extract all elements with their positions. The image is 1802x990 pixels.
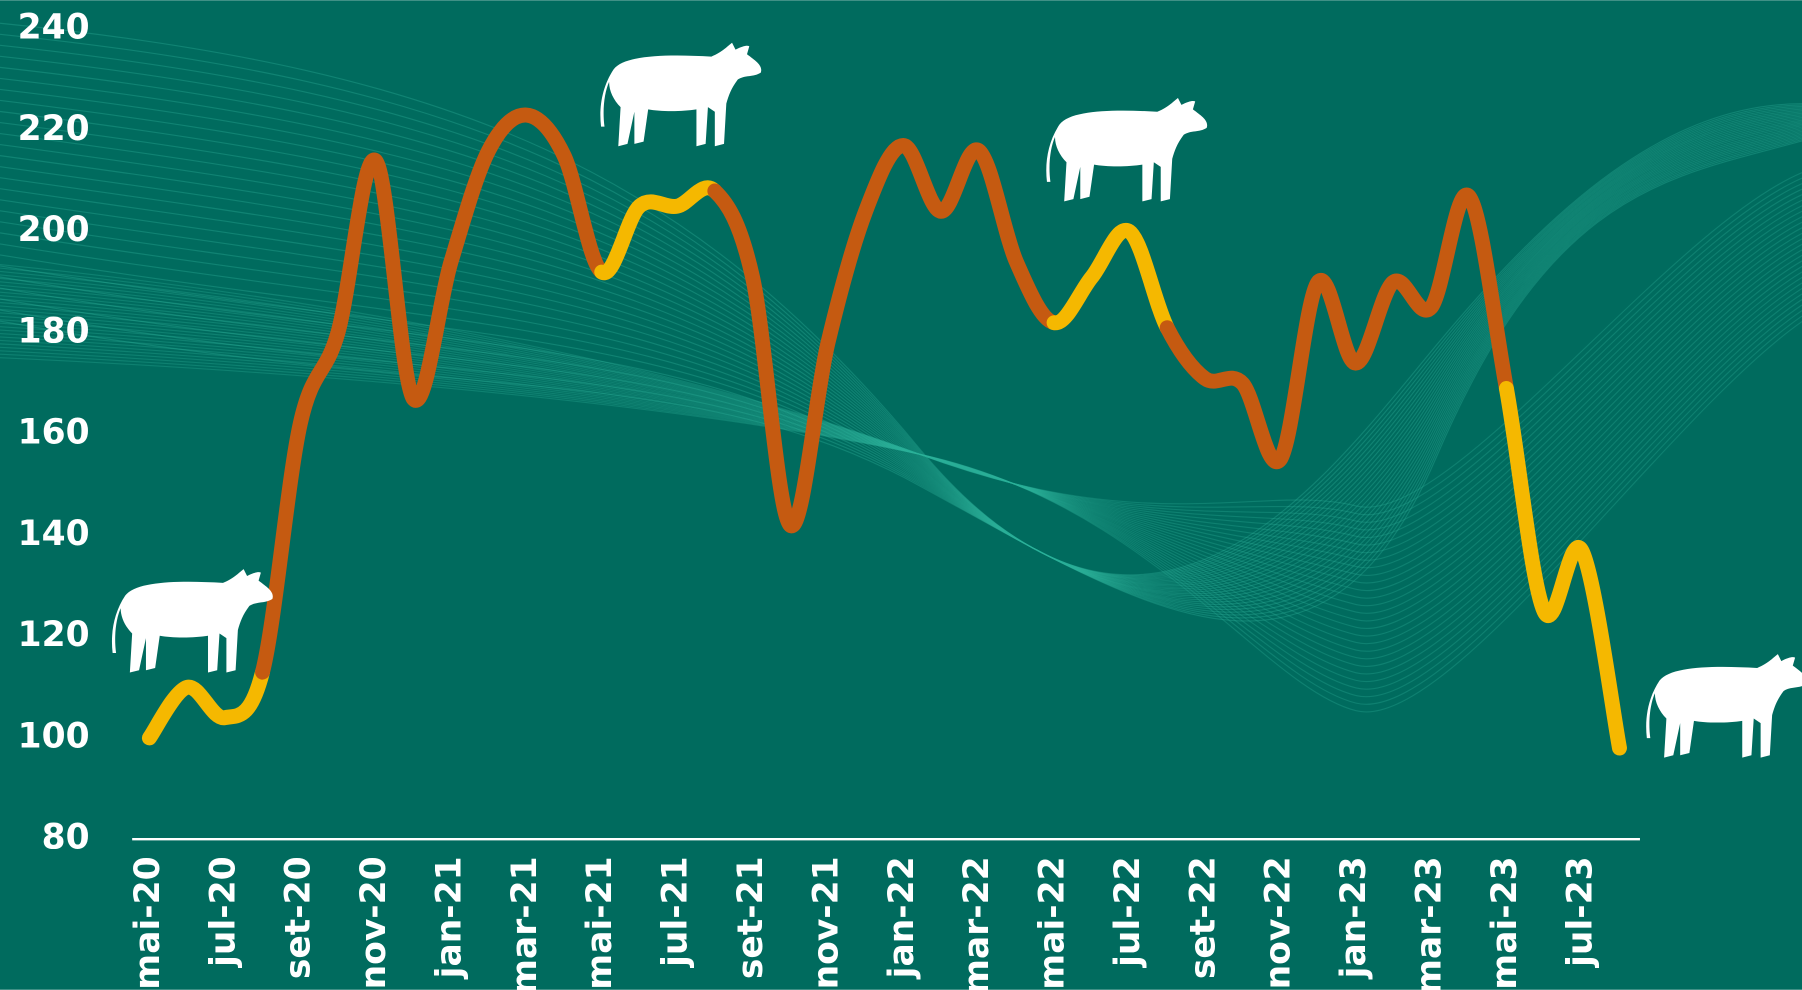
y-tick-label: 200	[18, 210, 90, 250]
x-tick-label: nov-21	[806, 856, 846, 989]
x-tick-label: mai-21	[580, 856, 620, 989]
y-tick-label: 240	[18, 7, 90, 47]
y-tick-label: 100	[18, 716, 90, 756]
x-tick-label: mai-23	[1485, 856, 1525, 989]
x-tick-label: mar-22	[957, 856, 997, 990]
y-tick-label: 180	[18, 311, 90, 351]
x-tick-label: mar-21	[505, 856, 545, 990]
y-tick-label: 160	[18, 413, 90, 453]
x-tick-label: jul-23	[1560, 856, 1600, 968]
y-tick-label: 80	[42, 818, 90, 858]
y-tick-label: 120	[18, 615, 90, 655]
x-tick-label: mai-20	[128, 856, 168, 989]
x-tick-label: nov-22	[1259, 856, 1299, 989]
y-tick-label: 220	[18, 109, 90, 149]
x-tick-label: mai-22	[1033, 856, 1073, 989]
x-tick-label: nov-20	[354, 856, 394, 989]
x-tick-label: set-21	[731, 856, 771, 979]
x-tick-label: jan-22	[882, 856, 922, 980]
x-tick-label: mar-23	[1410, 856, 1450, 990]
y-tick-label: 140	[18, 514, 90, 554]
x-tick-label: set-22	[1183, 856, 1223, 979]
x-tick-label: set-20	[279, 856, 319, 979]
chart: 80 100 120 140 160 180 200 220 240 mai-20 jul-20 se…	[0, 0, 1802, 990]
x-tick-label: jul-22	[1108, 856, 1148, 968]
x-tick-label: jan-23	[1334, 856, 1374, 980]
x-tick-label: jul-20	[203, 856, 243, 968]
x-tick-label: jan-21	[429, 856, 469, 980]
page: 80 100 120 140 160 180 200 220 240 mai-20 jul-20 se…	[0, 0, 1802, 990]
x-tick-label: jul-21	[656, 856, 696, 968]
